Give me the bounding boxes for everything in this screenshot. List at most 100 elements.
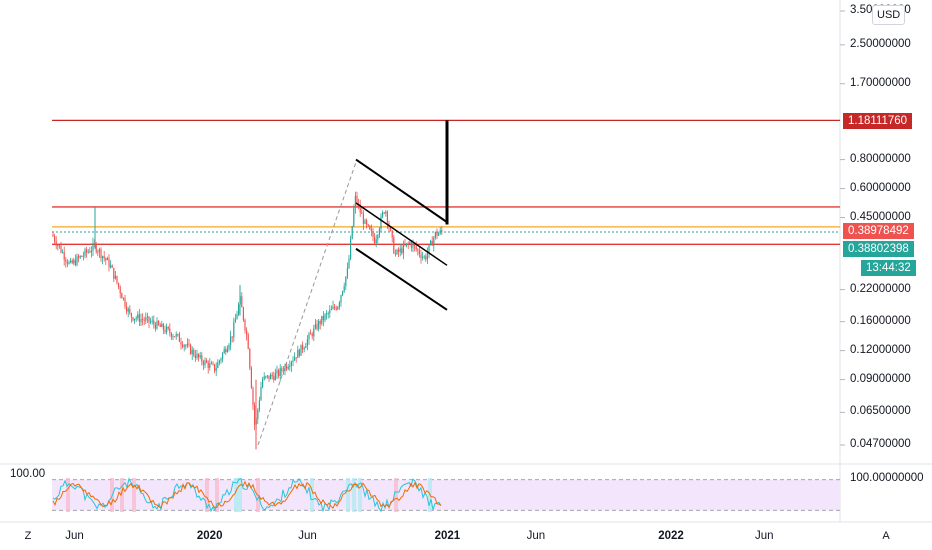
candle-body — [138, 314, 140, 322]
candle-body — [175, 334, 177, 337]
time-axis-label: Jun — [754, 530, 774, 542]
candle-body — [382, 212, 384, 217]
target-price-tag: 1.18111760 — [843, 113, 913, 129]
price-axis-label: 0.45000000 — [850, 210, 911, 223]
candle-body — [346, 268, 348, 277]
candle-body — [55, 241, 57, 246]
candle-body — [303, 348, 305, 350]
candle-body — [130, 313, 132, 318]
price-axis-label: 0.04700000 — [850, 438, 911, 450]
candle-body — [71, 260, 73, 264]
candle-body — [105, 258, 107, 261]
candle-body — [206, 360, 208, 363]
candle-body — [289, 366, 291, 368]
indicator-highlight — [352, 478, 356, 512]
candle-body — [343, 286, 345, 292]
candle-body — [410, 242, 412, 248]
indicator-highlight — [132, 478, 136, 512]
candle-body — [226, 348, 228, 353]
candle-body — [332, 306, 334, 310]
candle-body — [110, 265, 112, 268]
candle-body — [95, 243, 97, 252]
candle-body — [241, 296, 243, 308]
candle-body — [98, 249, 100, 253]
candle-body — [217, 362, 219, 368]
candle-body — [87, 251, 89, 253]
candle-body — [431, 240, 433, 246]
candle-body — [377, 235, 379, 240]
time-axis-label: Jun — [526, 530, 546, 542]
candle-body — [81, 255, 83, 257]
candle-body — [190, 344, 192, 355]
candle-body — [286, 365, 288, 369]
candle-body — [250, 368, 252, 389]
currency-button[interactable]: USD — [872, 5, 906, 25]
candle-body — [274, 373, 276, 381]
candle-body — [198, 353, 200, 358]
dashed-trend-line — [257, 161, 357, 446]
candle-body — [180, 341, 182, 345]
candle-body — [215, 367, 217, 372]
auto-scale-button[interactable]: A — [882, 530, 890, 542]
candle-body — [257, 409, 259, 420]
candle-body — [170, 333, 172, 337]
candle-body — [412, 244, 414, 248]
candle-body — [268, 375, 270, 380]
candle-body — [70, 260, 72, 263]
candle-body — [132, 317, 134, 321]
indicator-highlight — [234, 478, 238, 512]
candle-body — [401, 248, 403, 254]
candle-body — [118, 282, 120, 288]
indicator-highlight — [120, 478, 124, 512]
time-axis-label: 2021 — [434, 530, 461, 542]
candle-body — [222, 353, 224, 359]
candle-body — [78, 256, 80, 258]
candle-body — [434, 232, 436, 238]
candle-body — [199, 355, 201, 358]
time-axis-label: 2020 — [196, 530, 223, 542]
candle-body — [372, 231, 374, 238]
candle-body — [378, 228, 380, 236]
candle-body — [391, 230, 393, 238]
candle-body — [148, 316, 150, 322]
zoom-button[interactable]: Z — [24, 530, 32, 542]
candle-body — [273, 376, 275, 381]
candle-body — [82, 255, 84, 257]
candle-body — [390, 227, 392, 231]
candle-body — [172, 336, 174, 338]
candle-body — [278, 370, 280, 376]
candle-body — [258, 400, 260, 410]
candle-body — [302, 344, 304, 350]
candle-body — [407, 243, 409, 245]
candle-body — [249, 348, 251, 369]
candle-body — [415, 245, 417, 250]
candle-body — [111, 265, 113, 268]
candle-body — [212, 363, 214, 365]
candle-body — [62, 252, 64, 254]
candle-body — [361, 212, 363, 214]
candle-body — [169, 328, 171, 334]
price-axis-label: 0.16000000 — [850, 314, 911, 327]
candle-body — [298, 349, 300, 356]
candle-body — [129, 308, 131, 314]
candle-body — [86, 249, 88, 253]
candle-body — [310, 333, 312, 335]
candle-body — [142, 318, 144, 320]
candle-body — [210, 363, 212, 365]
candle-body — [254, 405, 256, 425]
candle-body — [394, 253, 396, 255]
candle-body — [306, 339, 308, 346]
candle-body — [158, 321, 160, 325]
candle-body — [234, 319, 236, 323]
candle-body — [295, 357, 297, 359]
candle-body — [348, 258, 350, 269]
candle-body — [79, 255, 81, 258]
candle-body — [327, 313, 329, 315]
candle-body — [375, 239, 377, 244]
candle-body — [398, 249, 400, 253]
candle-body — [68, 262, 70, 264]
candle-body — [441, 230, 443, 232]
candle-body — [218, 360, 220, 363]
